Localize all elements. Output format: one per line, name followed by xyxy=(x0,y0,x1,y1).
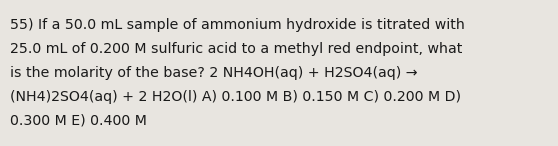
Text: 55) If a 50.0 mL sample of ammonium hydroxide is titrated with: 55) If a 50.0 mL sample of ammonium hydr… xyxy=(10,18,465,32)
Text: 25.0 mL of 0.200 M sulfuric acid to a methyl red endpoint, what: 25.0 mL of 0.200 M sulfuric acid to a me… xyxy=(10,42,463,56)
Text: is the molarity of the base? 2 NH4OH(aq) + H2SO4(aq) →: is the molarity of the base? 2 NH4OH(aq)… xyxy=(10,66,417,80)
Text: (NH4)2SO4(aq) + 2 H2O(l) A) 0.100 M B) 0.150 M C) 0.200 M D): (NH4)2SO4(aq) + 2 H2O(l) A) 0.100 M B) 0… xyxy=(10,90,461,104)
Text: 0.300 M E) 0.400 M: 0.300 M E) 0.400 M xyxy=(10,114,147,128)
